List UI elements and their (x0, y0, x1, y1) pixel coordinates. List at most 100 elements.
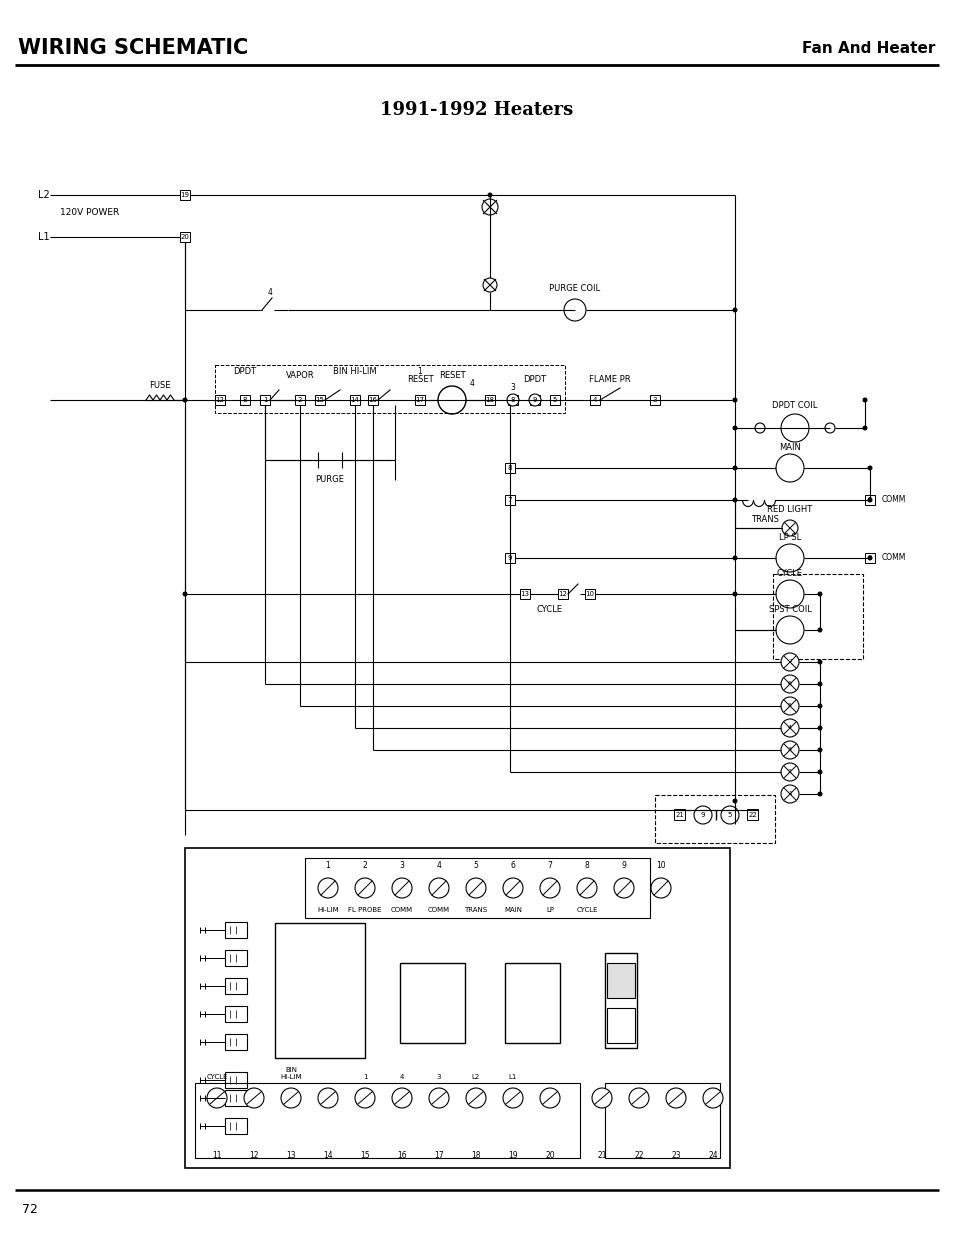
Bar (558, 589, 567, 599)
Circle shape (732, 398, 737, 403)
Circle shape (702, 1088, 722, 1108)
Bar (368, 395, 377, 405)
Text: 20: 20 (180, 233, 190, 240)
Bar (225, 950, 247, 966)
Text: 6: 6 (787, 682, 791, 687)
Text: 120V POWER: 120V POWER (60, 207, 119, 216)
Text: 4: 4 (470, 379, 475, 389)
Text: BIN
HI-LIM: BIN HI-LIM (280, 1067, 301, 1079)
Circle shape (481, 199, 497, 215)
Circle shape (732, 799, 737, 804)
Text: 5: 5 (552, 396, 557, 403)
Bar (294, 395, 305, 405)
Text: 5: 5 (787, 704, 791, 709)
Text: 4: 4 (436, 862, 441, 871)
Circle shape (781, 653, 799, 671)
Text: 9: 9 (507, 555, 512, 561)
Circle shape (817, 704, 821, 709)
Text: FUSE: FUSE (149, 382, 171, 390)
Circle shape (866, 466, 872, 471)
Circle shape (817, 659, 821, 664)
Circle shape (317, 878, 337, 898)
Circle shape (429, 1088, 449, 1108)
Bar (606, 1008, 635, 1044)
Text: 72: 72 (22, 1203, 38, 1216)
Circle shape (732, 426, 737, 431)
Bar (180, 190, 190, 200)
Circle shape (817, 769, 821, 774)
Circle shape (693, 806, 711, 824)
Text: 2: 2 (297, 396, 302, 403)
Bar (519, 589, 530, 599)
Text: 14: 14 (350, 396, 359, 403)
Text: L1: L1 (508, 1074, 517, 1079)
Circle shape (529, 394, 540, 406)
Circle shape (437, 387, 465, 414)
Text: 9: 9 (532, 396, 537, 403)
Text: 14: 14 (323, 1151, 333, 1161)
Text: CYCLE: CYCLE (206, 1074, 228, 1079)
Bar (305, 858, 649, 918)
Bar (399, 963, 464, 1044)
Bar (260, 395, 270, 405)
Text: 13: 13 (520, 592, 529, 597)
Text: 12: 12 (215, 396, 224, 403)
Circle shape (355, 1088, 375, 1108)
Circle shape (817, 725, 821, 730)
Circle shape (539, 1088, 559, 1108)
Bar (772, 574, 862, 659)
Text: 6: 6 (867, 555, 871, 561)
Text: FL PROBE: FL PROBE (348, 906, 381, 913)
Text: 4: 4 (592, 396, 597, 403)
Bar (225, 1091, 247, 1107)
Text: 3: 3 (787, 747, 791, 752)
Text: RESET: RESET (438, 370, 465, 379)
Text: 18: 18 (471, 1151, 480, 1161)
Text: COMM: COMM (882, 553, 905, 562)
Circle shape (465, 1088, 485, 1108)
Bar (504, 495, 515, 505)
Text: 1: 1 (262, 396, 267, 403)
Bar (550, 395, 559, 405)
Text: LP SL: LP SL (778, 534, 801, 542)
Bar (194, 1083, 579, 1158)
Bar (225, 1118, 247, 1134)
Text: 6: 6 (510, 862, 515, 871)
Circle shape (482, 278, 497, 291)
Circle shape (781, 741, 799, 760)
Circle shape (207, 1088, 227, 1108)
Circle shape (720, 806, 739, 824)
Text: L2: L2 (38, 190, 50, 200)
Text: 17: 17 (434, 1151, 443, 1161)
Text: 8: 8 (584, 862, 589, 871)
Text: 4: 4 (267, 288, 273, 296)
Text: CYCLE: CYCLE (537, 605, 562, 615)
Text: 12: 12 (558, 592, 567, 597)
Circle shape (392, 878, 412, 898)
Text: PURGE: PURGE (315, 475, 344, 484)
Circle shape (817, 747, 821, 752)
Bar (214, 366, 564, 412)
Text: 18: 18 (485, 396, 494, 403)
Text: WIRING SCHEMATIC: WIRING SCHEMATIC (18, 38, 248, 58)
Circle shape (502, 878, 522, 898)
Circle shape (817, 682, 821, 687)
Text: 16: 16 (396, 1151, 406, 1161)
Text: BIN HI-LIM: BIN HI-LIM (333, 368, 376, 377)
Text: 13: 13 (286, 1151, 295, 1161)
Circle shape (244, 1088, 264, 1108)
Circle shape (506, 394, 518, 406)
Bar (225, 978, 247, 994)
Bar (504, 553, 515, 563)
Text: 2: 2 (362, 862, 367, 871)
Circle shape (732, 556, 737, 561)
Text: PURGE COIL: PURGE COIL (549, 284, 600, 293)
Text: HI-LIM: HI-LIM (316, 906, 338, 913)
Text: LP: LP (545, 906, 554, 913)
Circle shape (781, 697, 799, 715)
Circle shape (866, 498, 872, 503)
Text: 4: 4 (787, 725, 791, 730)
Text: VAPOR: VAPOR (285, 370, 314, 379)
Bar (604, 953, 637, 1049)
Bar (274, 923, 365, 1058)
